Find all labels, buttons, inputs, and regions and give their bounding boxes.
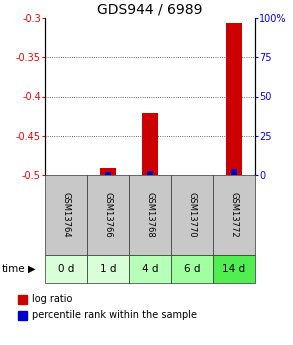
Text: ▶: ▶ — [28, 264, 35, 274]
Bar — [213, 175, 255, 255]
Text: GSM13772: GSM13772 — [229, 192, 239, 238]
Bar — [147, 171, 153, 175]
Text: 0 d: 0 d — [58, 264, 74, 274]
Bar — [100, 168, 116, 175]
Text: log ratio: log ratio — [32, 295, 72, 305]
Text: 6 d: 6 d — [184, 264, 200, 274]
Bar — [171, 175, 213, 255]
Bar — [213, 255, 255, 283]
Text: 14 d: 14 d — [222, 264, 246, 274]
Bar — [171, 255, 213, 283]
Title: GDS944 / 6989: GDS944 / 6989 — [97, 3, 203, 17]
Text: GSM13770: GSM13770 — [188, 192, 197, 238]
Bar — [105, 172, 111, 175]
Bar — [87, 175, 129, 255]
Bar — [142, 113, 159, 175]
Bar — [18, 311, 27, 320]
Bar — [226, 23, 242, 175]
Bar — [45, 175, 87, 255]
Text: GSM13766: GSM13766 — [103, 192, 113, 238]
Text: GSM13768: GSM13768 — [146, 192, 154, 238]
Bar — [129, 175, 171, 255]
Bar — [231, 169, 237, 175]
Text: 1 d: 1 d — [100, 264, 116, 274]
Bar — [87, 255, 129, 283]
Bar — [129, 255, 171, 283]
Text: 4 d: 4 d — [142, 264, 158, 274]
Text: time: time — [2, 264, 25, 274]
Text: GSM13764: GSM13764 — [62, 192, 71, 238]
Bar — [45, 255, 87, 283]
Bar — [18, 295, 27, 304]
Text: percentile rank within the sample: percentile rank within the sample — [32, 310, 197, 321]
